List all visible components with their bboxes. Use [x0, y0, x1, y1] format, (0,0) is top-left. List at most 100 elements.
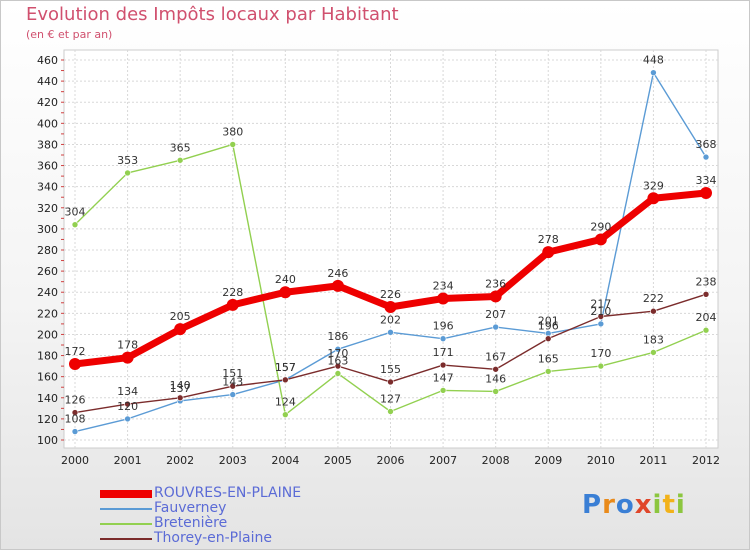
logo-letter: t — [662, 490, 676, 520]
y-tick-label: 100 — [37, 434, 58, 447]
data-point — [702, 153, 710, 161]
data-label: 207 — [485, 308, 506, 321]
data-label: 186 — [327, 330, 348, 343]
data-label: 124 — [275, 396, 296, 409]
data-point — [176, 156, 184, 164]
data-point — [384, 301, 397, 313]
data-label: 380 — [222, 125, 243, 138]
y-tick-label: 340 — [37, 181, 58, 194]
proxiti-logo: Proxiti — [582, 490, 686, 520]
data-label: 196 — [538, 320, 559, 333]
data-point — [594, 233, 607, 246]
y-tick-label: 320 — [37, 202, 58, 215]
x-tick-label: 2009 — [534, 454, 562, 467]
y-tick-label: 440 — [37, 75, 58, 88]
data-point — [439, 335, 447, 342]
data-label: 205 — [170, 310, 191, 323]
data-label: 334 — [696, 174, 717, 187]
data-point — [492, 388, 499, 395]
data-label: 178 — [117, 339, 138, 352]
x-tick-label: 2005 — [324, 454, 352, 467]
x-tick-label: 2010 — [587, 454, 615, 467]
data-label: 278 — [538, 233, 559, 246]
data-label: 365 — [170, 141, 191, 154]
data-point — [71, 409, 79, 416]
data-label: 157 — [275, 361, 296, 374]
data-label: 140 — [170, 379, 191, 392]
chart-subtitle: (en € et par an) — [26, 28, 113, 41]
data-label: 240 — [275, 273, 296, 286]
x-tick-label: 2008 — [482, 454, 510, 467]
legend-swatch — [100, 523, 152, 525]
data-label: 143 — [222, 376, 243, 389]
data-label: 217 — [590, 298, 611, 311]
data-point — [542, 246, 555, 259]
data-point — [124, 400, 131, 408]
data-label: 171 — [433, 346, 454, 359]
logo-letter: x — [634, 490, 653, 520]
data-point — [331, 279, 344, 292]
data-label: 353 — [117, 154, 138, 167]
data-point — [702, 326, 710, 334]
data-point — [282, 376, 289, 384]
logo-letter: i — [675, 490, 686, 520]
y-tick-label: 200 — [37, 328, 58, 341]
legend-swatch — [100, 490, 152, 498]
y-tick-label: 280 — [37, 244, 58, 257]
data-point — [492, 365, 499, 373]
data-label: 228 — [222, 286, 243, 299]
legend-label: Fauverney — [154, 500, 227, 516]
data-label: 134 — [117, 385, 138, 398]
x-tick-label: 2002 — [166, 454, 194, 467]
y-tick-label: 240 — [37, 286, 58, 299]
data-point — [334, 345, 342, 353]
data-label: 196 — [433, 320, 454, 333]
y-tick-label: 300 — [37, 223, 58, 236]
y-tick-label: 260 — [37, 265, 58, 278]
data-label: 170 — [590, 347, 611, 360]
data-point — [334, 370, 342, 377]
data-point — [597, 320, 605, 328]
legend-label: ROUVRES-EN-PLAINE — [154, 485, 302, 501]
legend-label: Bretenière — [154, 515, 228, 531]
data-point — [650, 69, 657, 76]
x-tick-label: 2012 — [692, 454, 720, 467]
data-label: 304 — [65, 206, 86, 219]
data-point — [597, 362, 605, 370]
data-point — [387, 378, 394, 386]
data-point — [702, 291, 710, 298]
data-label: 183 — [643, 333, 664, 346]
data-point — [650, 307, 657, 315]
data-point — [282, 411, 289, 418]
data-label: 329 — [643, 179, 664, 192]
data-label: 201 — [538, 314, 559, 327]
data-label: 222 — [643, 292, 664, 305]
y-tick-label: 140 — [37, 392, 58, 405]
data-point — [489, 290, 502, 303]
data-point — [229, 141, 237, 148]
legend-swatch — [100, 538, 152, 540]
data-label: 157 — [275, 361, 296, 374]
y-tick-label: 160 — [37, 371, 58, 384]
data-point — [279, 286, 292, 299]
data-label: 147 — [433, 371, 454, 384]
data-point — [597, 313, 605, 320]
data-label: 172 — [65, 345, 86, 358]
data-label: 246 — [327, 267, 348, 280]
data-label: 170 — [327, 347, 348, 360]
x-tick-label: 2001 — [114, 454, 142, 467]
data-point — [71, 428, 79, 435]
data-label: 204 — [696, 311, 717, 324]
plot-area — [63, 49, 719, 449]
legend-label: Thorey-en-Plaine — [154, 530, 272, 546]
data-label: 202 — [380, 313, 401, 326]
data-point — [439, 387, 447, 394]
data-point — [387, 329, 394, 336]
data-label: 226 — [380, 288, 401, 301]
data-point — [700, 187, 712, 199]
data-point — [176, 394, 184, 402]
data-label: 127 — [380, 393, 401, 406]
data-point — [124, 415, 131, 423]
data-label: 126 — [65, 394, 86, 407]
